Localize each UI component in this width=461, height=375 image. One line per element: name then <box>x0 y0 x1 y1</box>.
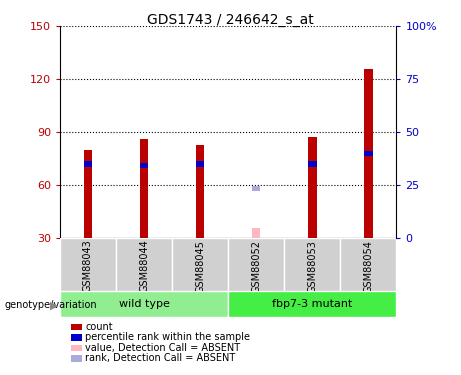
Bar <box>196 161 204 166</box>
Bar <box>60 291 228 317</box>
Bar <box>252 228 260 238</box>
Bar <box>308 138 317 238</box>
Bar <box>252 186 260 191</box>
Text: GSM88053: GSM88053 <box>307 240 317 292</box>
Text: GSM88044: GSM88044 <box>139 240 149 292</box>
Bar <box>60 238 116 291</box>
Text: count: count <box>85 322 113 332</box>
Bar <box>196 144 204 238</box>
Text: GSM88052: GSM88052 <box>251 240 261 293</box>
Text: ▶: ▶ <box>50 301 59 310</box>
Bar <box>228 238 284 291</box>
Bar <box>308 161 317 166</box>
Bar <box>84 161 92 166</box>
Text: GSM88045: GSM88045 <box>195 240 205 292</box>
Text: wild type: wild type <box>118 299 170 309</box>
Bar <box>364 151 372 156</box>
Bar <box>340 238 396 291</box>
Bar <box>364 69 372 238</box>
Text: genotype/variation: genotype/variation <box>5 300 97 309</box>
Text: percentile rank within the sample: percentile rank within the sample <box>85 333 250 342</box>
Text: GSM88043: GSM88043 <box>83 240 93 292</box>
Bar <box>228 291 396 317</box>
Bar <box>116 238 172 291</box>
Text: value, Detection Call = ABSENT: value, Detection Call = ABSENT <box>85 343 240 353</box>
Bar <box>84 150 92 238</box>
Bar <box>172 238 228 291</box>
Text: GDS1743 / 246642_s_at: GDS1743 / 246642_s_at <box>147 13 314 27</box>
Text: GSM88054: GSM88054 <box>363 240 373 292</box>
Bar <box>284 238 340 291</box>
Bar <box>140 163 148 168</box>
Text: rank, Detection Call = ABSENT: rank, Detection Call = ABSENT <box>85 354 236 363</box>
Text: fbp7-3 mutant: fbp7-3 mutant <box>272 299 353 309</box>
Bar <box>140 139 148 238</box>
